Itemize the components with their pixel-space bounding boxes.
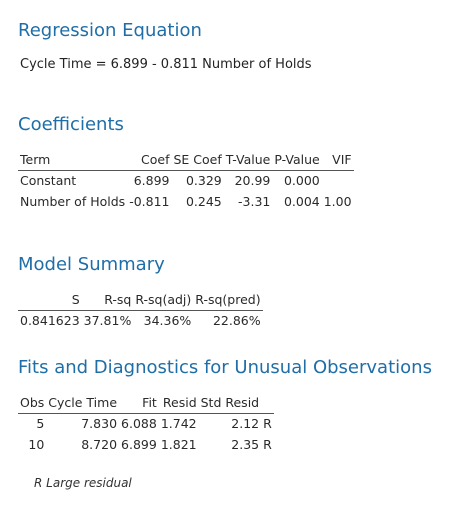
cell-resid: 1.821 xyxy=(160,437,197,452)
unusual-header-row: Obs Cycle Time Fit Resid Std Resid xyxy=(18,394,274,414)
coefficients-header-row: Term Coef SE Coef T-Value P-Value VIF xyxy=(18,151,354,171)
col-r-sq-adj: R-sq(adj) xyxy=(133,291,194,311)
table-row: Constant 6.899 0.329 20.99 0.000 xyxy=(18,171,354,193)
cell-t-value: 20.99 xyxy=(234,173,271,188)
cell-std-resid: 2.12 xyxy=(231,416,260,431)
col-cycle-time: Cycle Time xyxy=(46,394,120,414)
cell-std-resid: 2.35 xyxy=(231,437,260,452)
model-summary-table: S R-sq R-sq(adj) R-sq(pred) 0.841623 37.… xyxy=(18,291,263,332)
cell-flag: R xyxy=(263,437,272,452)
unusual-observations-heading: Fits and Diagnostics for Unusual Observa… xyxy=(18,357,432,378)
cell-obs: 10 xyxy=(28,437,45,452)
footnote-large-residual: R Large residual xyxy=(34,476,132,490)
cell-cycle-time: 7.830 xyxy=(81,416,118,431)
model-summary-header-row: S R-sq R-sq(adj) R-sq(pred) xyxy=(18,291,263,311)
col-vif: VIF xyxy=(321,151,354,171)
table-row: Number of Holds -0.811 0.245 -3.31 0.004… xyxy=(18,192,354,213)
cell-coef: 6.899 xyxy=(133,173,170,188)
coefficients-table: Term Coef SE Coef T-Value P-Value VIF Co… xyxy=(18,151,354,213)
cell-term: Number of Holds xyxy=(20,194,126,209)
cell-r-sq-adj: 34.36% xyxy=(143,313,192,328)
cell-p-value: 0.000 xyxy=(283,173,320,188)
coefficients-heading: Coefficients xyxy=(18,114,124,135)
cell-fit: 6.899 xyxy=(121,437,157,452)
cell-obs: 5 xyxy=(36,416,45,431)
cell-r-sq: 37.81% xyxy=(83,313,132,328)
regression-equation-text: Cycle Time = 6.899 - 0.811 Number of Hol… xyxy=(20,57,312,72)
col-t-value: T-Value xyxy=(223,151,273,171)
cell-coef: -0.811 xyxy=(129,194,170,209)
cell-se-coef: 0.245 xyxy=(185,194,222,209)
col-s: S xyxy=(18,291,82,311)
col-std-resid: Std Resid xyxy=(198,394,262,414)
col-obs: Obs xyxy=(18,394,47,414)
cell-t-value: -3.31 xyxy=(238,194,271,209)
col-fit: Fit xyxy=(119,394,159,414)
cell-s: 0.841623 xyxy=(20,313,80,328)
model-summary-heading: Model Summary xyxy=(18,254,165,275)
col-r-sq-pred: R-sq(pred) xyxy=(193,291,263,311)
col-coef: Coef xyxy=(127,151,172,171)
col-flag xyxy=(261,394,274,414)
unusual-observations-table: Obs Cycle Time Fit Resid Std Resid 5 7.8… xyxy=(18,394,274,456)
col-p-value: P-Value xyxy=(272,151,322,171)
cell-vif: 1.00 xyxy=(323,194,352,209)
cell-flag: R xyxy=(263,416,272,431)
cell-fit: 6.088 xyxy=(121,416,157,431)
cell-resid: 1.742 xyxy=(160,416,197,431)
col-r-sq: R-sq xyxy=(81,291,134,311)
table-row: 5 7.830 6.088 1.742 2.12 R xyxy=(18,414,274,436)
cell-vif xyxy=(322,171,354,193)
table-row: 0.841623 37.81% 34.36% 22.86% xyxy=(18,311,263,333)
cell-term: Constant xyxy=(20,173,77,188)
cell-se-coef: 0.329 xyxy=(185,173,222,188)
col-se-coef: SE Coef xyxy=(171,151,224,171)
cell-p-value: 0.004 xyxy=(283,194,320,209)
regression-equation-heading: Regression Equation xyxy=(18,20,202,41)
cell-cycle-time: 8.720 xyxy=(81,437,118,452)
cell-r-sq-pred: 22.86% xyxy=(212,313,261,328)
table-row: 10 8.720 6.899 1.821 2.35 R xyxy=(18,435,274,456)
col-resid: Resid xyxy=(158,394,199,414)
col-term: Term xyxy=(18,151,128,171)
